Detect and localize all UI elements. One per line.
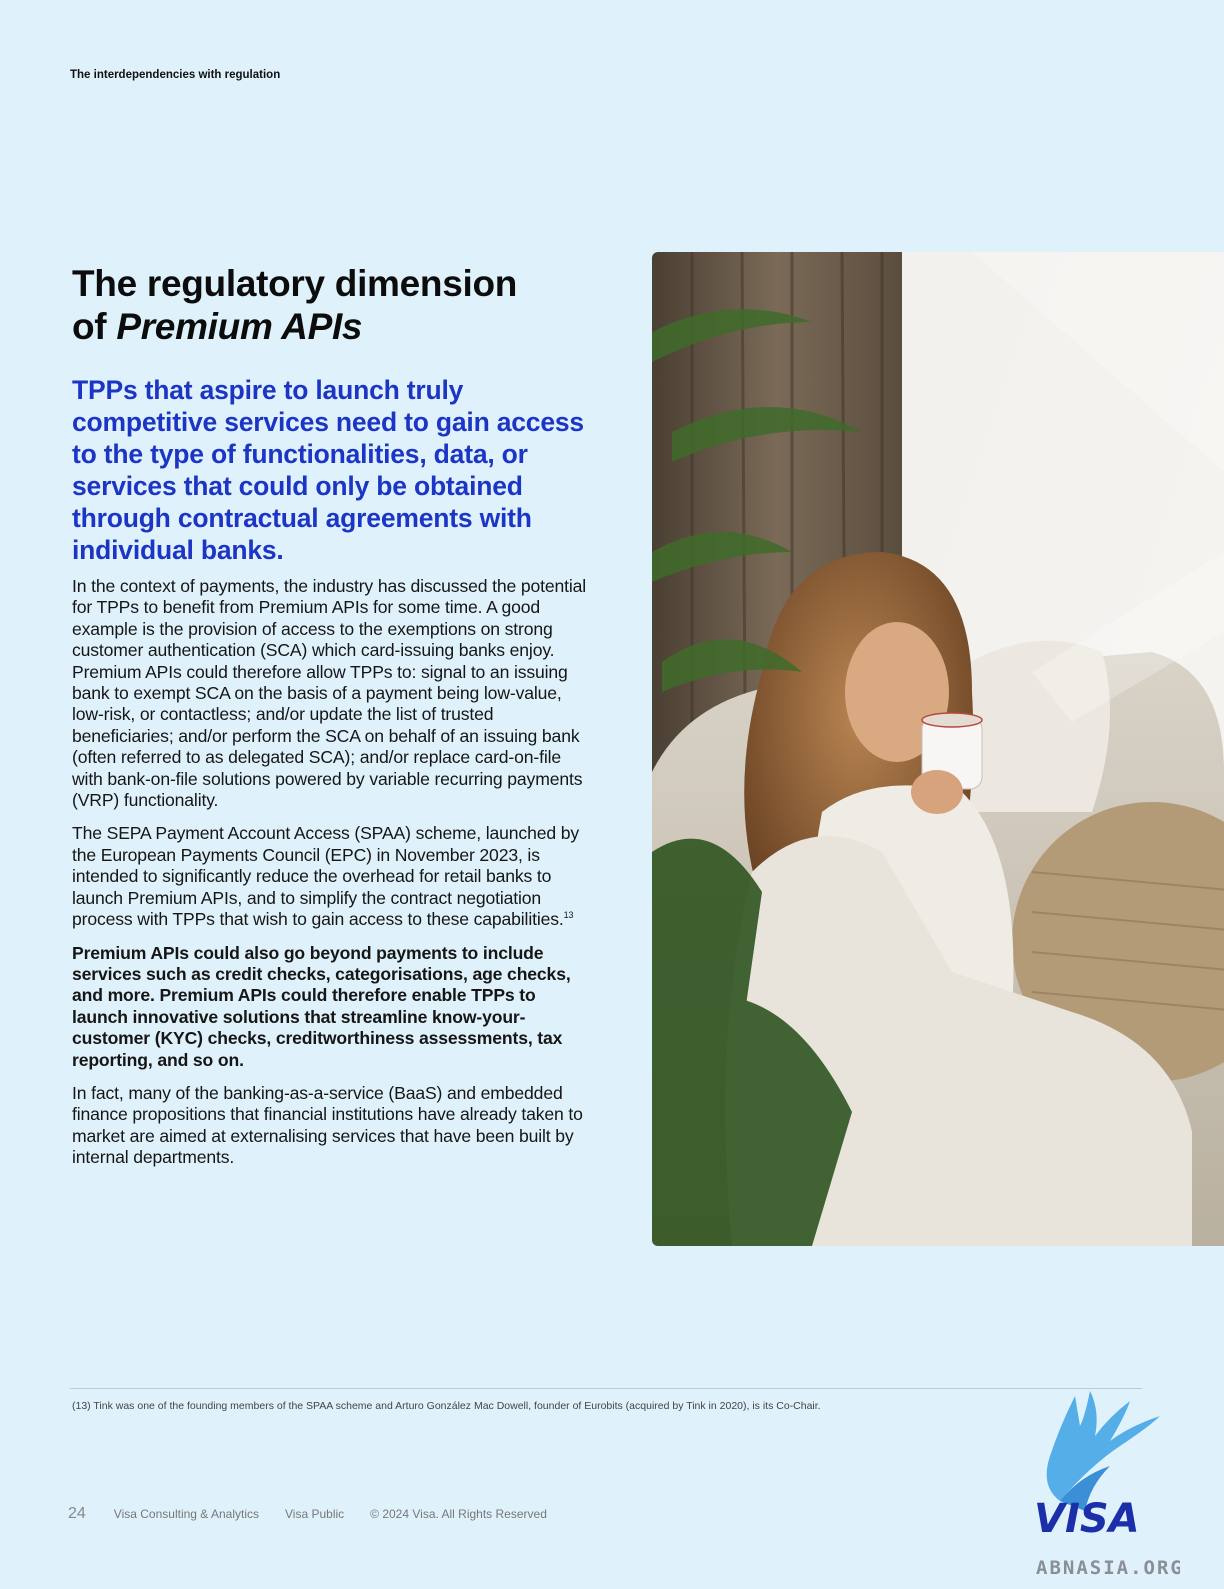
- footer-org: Visa Consulting & Analytics: [113, 1507, 259, 1521]
- body-paragraph-1: In the context of payments, the industry…: [72, 576, 587, 811]
- page-title: The regulatory dimension of Premium APIs: [72, 262, 592, 348]
- watermark-brand: VISA: [1034, 1496, 1140, 1542]
- footnote-ref[interactable]: 13: [563, 910, 574, 921]
- eagle-watermark-icon: VISA ABNASIA.ORG: [1034, 1391, 1182, 1579]
- footer-classification: Visa Public: [285, 1507, 345, 1521]
- title-line1: The regulatory dimension: [72, 263, 518, 304]
- title-emphasis: Premium APIs: [116, 306, 363, 347]
- woman-drinking-coffee-image: [652, 252, 1224, 1246]
- watermark-site: ABNASIA.ORG: [1036, 1557, 1180, 1579]
- body-paragraph-3: Premium APIs could also go beyond paymen…: [72, 942, 571, 1070]
- body-paragraph-2-text: The SEPA Payment Account Access (SPAA) s…: [72, 823, 579, 930]
- footnote-13: (13) Tink was one of the founding member…: [72, 1400, 821, 1412]
- section-label: The interdependencies with regulation: [70, 69, 281, 81]
- main-content: The regulatory dimension of Premium APIs…: [72, 262, 592, 1181]
- lede-paragraph: TPPs that aspire to launch truly competi…: [72, 375, 584, 565]
- body-paragraph-2: The SEPA Payment Account Access (SPAA) s…: [72, 823, 592, 930]
- title-of: of: [72, 306, 117, 347]
- body-paragraph-4: In fact, many of the banking-as-a-servic…: [72, 1082, 583, 1168]
- page-footer: 24 Visa Consulting & Analytics Visa Publ…: [68, 1505, 573, 1523]
- page-number: 24: [68, 1505, 86, 1522]
- footnote-divider: [70, 1388, 1142, 1389]
- watermark-logo: VISA ABNASIA.ORG: [1030, 1386, 1182, 1586]
- footer-copyright: © 2024 Visa. All Rights Reserved: [370, 1507, 547, 1521]
- hero-photo: [652, 252, 1224, 1246]
